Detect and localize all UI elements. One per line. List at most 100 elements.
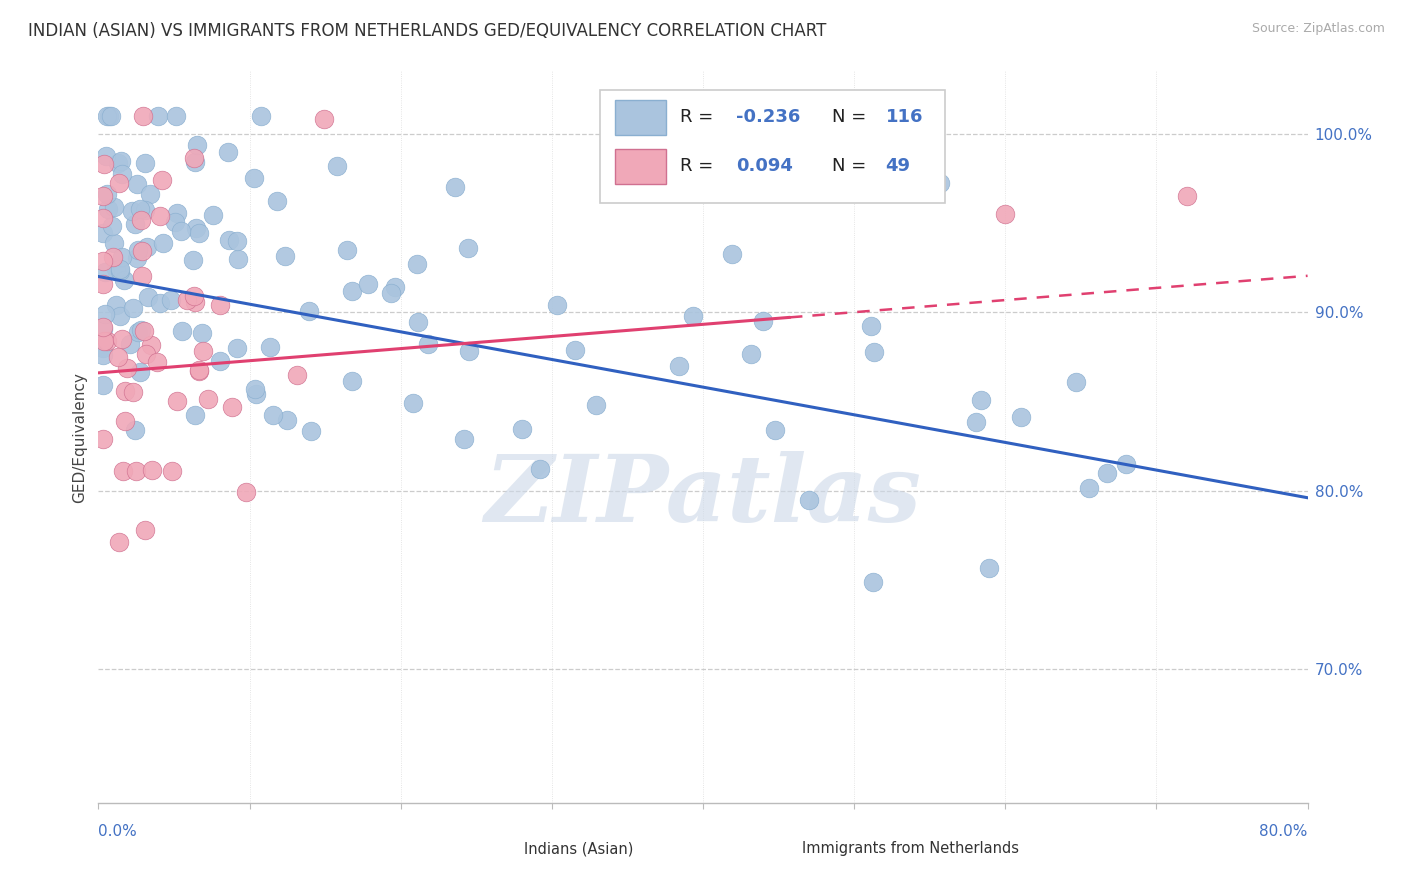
Text: R =: R = <box>681 109 718 127</box>
Point <box>187 364 209 378</box>
Y-axis label: GED/Equivalency: GED/Equivalency <box>72 372 87 502</box>
Point <box>1175 189 1198 203</box>
Point <box>965 415 987 429</box>
Point <box>184 221 207 235</box>
Text: R =: R = <box>681 158 718 176</box>
Point <box>299 424 322 438</box>
Text: Indians (Asian): Indians (Asian) <box>524 841 634 856</box>
Point <box>93 320 115 334</box>
Point <box>125 464 148 478</box>
Point <box>336 243 359 257</box>
Point <box>105 261 128 276</box>
Point <box>91 432 114 446</box>
Point <box>859 319 882 334</box>
Point <box>172 324 194 338</box>
Point <box>129 212 152 227</box>
Point <box>235 485 257 500</box>
Point <box>101 250 124 264</box>
Point <box>111 167 134 181</box>
Point <box>862 574 884 589</box>
Point <box>103 200 125 214</box>
Text: INDIAN (ASIAN) VS IMMIGRANTS FROM NETHERLANDS GED/EQUIVALENCY CORRELATION CHART: INDIAN (ASIAN) VS IMMIGRANTS FROM NETHER… <box>28 22 827 40</box>
Point <box>325 159 347 173</box>
Point <box>134 156 156 170</box>
Point <box>150 173 173 187</box>
Point <box>402 396 425 410</box>
Point <box>453 432 475 446</box>
Point <box>928 177 950 191</box>
Point <box>111 332 134 346</box>
Point <box>191 343 214 358</box>
Point <box>217 145 239 159</box>
Point <box>114 384 136 398</box>
Point <box>863 345 886 359</box>
Point <box>187 226 209 240</box>
Point <box>108 309 131 323</box>
Point <box>243 383 266 397</box>
Point <box>163 215 186 229</box>
Point <box>91 226 114 240</box>
Point <box>357 277 380 291</box>
Point <box>108 534 131 549</box>
Point <box>94 265 117 279</box>
Point <box>797 493 820 508</box>
Point <box>93 334 115 349</box>
Point <box>105 298 128 312</box>
Point <box>131 244 153 258</box>
Point <box>250 109 273 123</box>
Point <box>110 154 132 169</box>
Point <box>444 180 467 194</box>
Point <box>406 315 429 329</box>
Point <box>458 344 481 359</box>
Point <box>125 251 148 265</box>
Point <box>103 236 125 251</box>
Point <box>107 156 129 170</box>
Point <box>682 310 704 324</box>
Point <box>121 204 143 219</box>
Point <box>135 240 157 254</box>
Point <box>141 463 163 477</box>
Point <box>114 414 136 428</box>
Point <box>418 336 440 351</box>
Point <box>91 211 114 225</box>
Point <box>276 413 298 427</box>
Point <box>285 368 308 382</box>
Point <box>274 249 297 263</box>
Text: 116: 116 <box>886 109 924 127</box>
Text: -0.236: -0.236 <box>735 109 800 127</box>
Text: ZIPatlas: ZIPatlas <box>485 450 921 541</box>
Point <box>129 323 152 337</box>
Point <box>100 109 122 123</box>
Point <box>298 303 321 318</box>
Point <box>94 307 117 321</box>
Point <box>245 386 267 401</box>
Point <box>91 277 114 291</box>
Point <box>184 155 207 169</box>
Text: Immigrants from Netherlands: Immigrants from Netherlands <box>803 841 1019 856</box>
Point <box>129 202 152 217</box>
Point <box>1064 376 1087 390</box>
Point <box>127 326 149 340</box>
Point <box>152 235 174 250</box>
FancyBboxPatch shape <box>600 90 945 203</box>
Point <box>765 423 787 437</box>
Text: 0.0%: 0.0% <box>98 824 138 839</box>
Point <box>184 408 207 422</box>
Point <box>1095 466 1118 480</box>
FancyBboxPatch shape <box>614 149 665 184</box>
Point <box>111 250 134 264</box>
Point <box>266 194 288 208</box>
Point <box>183 151 205 165</box>
Point <box>132 109 155 123</box>
Text: N =: N = <box>832 109 872 127</box>
Point <box>342 374 364 388</box>
Point <box>93 156 115 170</box>
Point <box>994 207 1017 221</box>
Point <box>186 138 208 153</box>
Point <box>129 365 152 379</box>
Point <box>146 355 169 369</box>
Point <box>122 301 145 315</box>
Point <box>221 400 243 414</box>
Point <box>585 398 607 412</box>
Text: Source: ZipAtlas.com: Source: ZipAtlas.com <box>1251 22 1385 36</box>
